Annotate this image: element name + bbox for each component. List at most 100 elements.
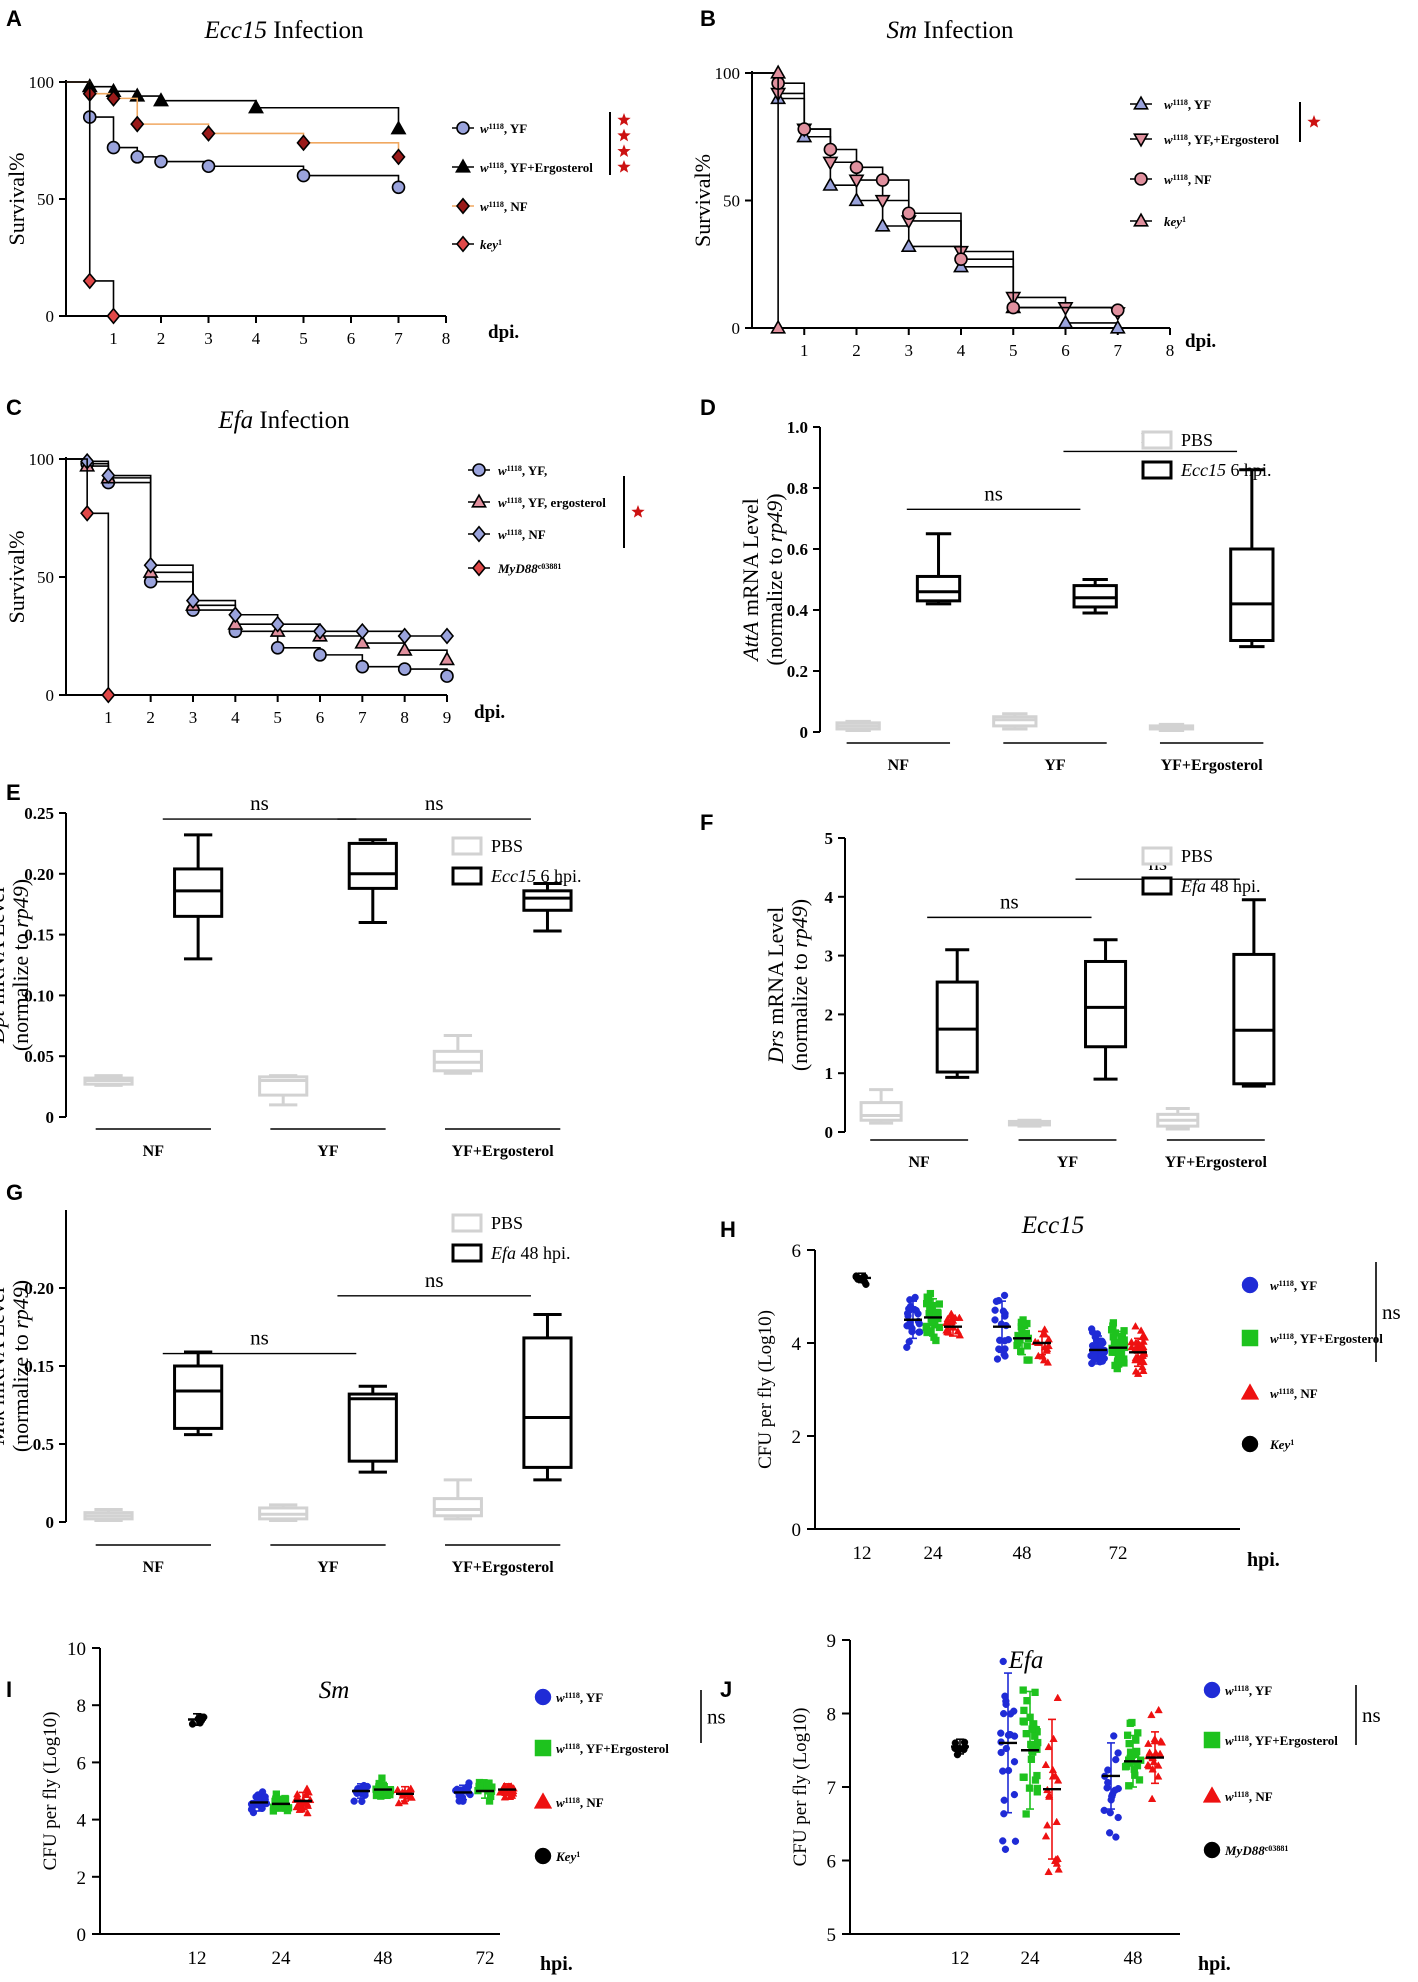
legend-marker-H: [1241, 1329, 1259, 1347]
data-point-I-6: [393, 1785, 402, 1793]
data-point-J-6: [1143, 1760, 1153, 1769]
y-axis-label-C: Survival%: [4, 531, 29, 624]
data-point-H-4: [993, 1355, 1002, 1363]
infected-box-F-box: [1232, 952, 1276, 1086]
legend-swatch-G: [451, 1243, 483, 1263]
data-point-H-4: [991, 1316, 999, 1324]
legend-marker-A: [455, 235, 471, 253]
legend-label-A: w1118, NF: [480, 199, 528, 214]
data-point-H-6: [1039, 1355, 1049, 1364]
data-point-H-4: [1004, 1336, 1013, 1344]
data-point-B-2: [849, 160, 864, 175]
data-point-C-2: [439, 627, 455, 645]
y-tick-label-D: 0.6: [787, 540, 808, 559]
data-point-J-6: [1157, 1738, 1167, 1746]
legend-label-B: w1118, NF: [1164, 172, 1212, 187]
ns-label-E: ns: [250, 791, 269, 815]
data-point-H-3: [943, 1314, 952, 1323]
ns-label-E: ns: [425, 791, 444, 815]
legend-label-H-part: , YF+Ergosterol: [1294, 1331, 1383, 1346]
y-axis-label-G-part: mRNA Level: [0, 1287, 9, 1410]
y-tick-label-C: 50: [37, 568, 54, 587]
data-point-J-1: [999, 1837, 1007, 1845]
chart-title-A-part: Infection: [267, 17, 364, 44]
y-axis-sublabel-G-part: ): [8, 1280, 33, 1287]
data-point-I-1: [261, 1793, 269, 1801]
data-point-A-2: [296, 134, 311, 152]
data-point-B-2: [954, 252, 968, 266]
y-tick-label-H: 6: [792, 1241, 802, 1262]
pbs-box-D-box: [992, 715, 1038, 728]
data-point-H-7: [1090, 1353, 1098, 1361]
x-tick-label-C: 5: [273, 708, 282, 727]
data-point-J-3: [1053, 1776, 1063, 1784]
data-point-J-3: [1044, 1867, 1053, 1876]
series-line-C-3: [66, 458, 110, 695]
significance-star-A: [617, 160, 631, 173]
panel-letter-A: A: [6, 6, 22, 31]
infected-box-E-box: [522, 889, 573, 912]
y-tick-label-J: 9: [827, 1631, 837, 1652]
legend-label-B: w1118, YF: [1164, 97, 1211, 112]
data-point-H-3: [947, 1309, 956, 1317]
x-tick-label-J: 12: [951, 1948, 970, 1969]
y-tick-label-G: 0.15: [24, 1357, 54, 1376]
legend-label-C-part: , YF, ergosterol: [522, 495, 606, 510]
data-point-J-3: [1041, 1831, 1051, 1840]
y-axis-sublabel-D: (normalize to rp49): [762, 493, 787, 665]
legend-label-E: PBS: [491, 836, 523, 856]
category-label-F: NF: [909, 1154, 931, 1171]
x-tick-label-C: 2: [146, 708, 155, 727]
legend-label-B-part: 1118: [1173, 98, 1188, 107]
data-point-J-3: [1052, 1817, 1061, 1826]
legend-label-I-part: 1118: [565, 1742, 580, 1751]
legend-label-H-part: 1118: [1279, 1332, 1294, 1341]
chart-title-A: Ecc15 Infection: [204, 17, 364, 44]
chart-title-B: Sm Infection: [886, 17, 1014, 44]
data-point-I-3: [292, 1802, 301, 1811]
legend-label-D-part: PBS: [1181, 430, 1213, 450]
legend-label-H-part: w: [1270, 1331, 1279, 1346]
data-point-J-4: [1112, 1755, 1120, 1764]
y-tick-label-D: 0: [800, 723, 809, 742]
data-point-J-1: [1000, 1810, 1008, 1818]
y-axis-label-I: CFU per fly (Log10): [40, 1712, 61, 1871]
legend-label-A-part: , YF+Ergosterol: [504, 160, 593, 175]
legend-label-E-part: PBS: [491, 836, 523, 856]
data-point-H-1: [912, 1306, 920, 1315]
data-point-C-2: [270, 615, 285, 633]
legend-label-F: PBS: [1181, 846, 1213, 866]
y-tick-label-C: 100: [29, 450, 55, 469]
data-point-B-2: [797, 122, 812, 136]
data-point-J-3: [1041, 1760, 1051, 1769]
x-tick-label-A: 8: [442, 329, 451, 348]
legend-label-J: w1118, NF: [1225, 1789, 1273, 1804]
data-point-J-6: [1154, 1772, 1163, 1780]
legend-label-B-part: 1118: [1173, 173, 1188, 182]
data-point-A-1: [153, 92, 169, 107]
category-label-E: NF: [143, 1143, 165, 1160]
data-point-J-1: [1000, 1796, 1008, 1804]
panel-letter-I: I: [6, 1677, 12, 1702]
data-point-I-3: [303, 1808, 312, 1817]
legend-label-A-part: , NF: [504, 199, 528, 214]
data-point-J-2: [1022, 1810, 1030, 1818]
legend-label-G: Efa 48 hpi.: [490, 1243, 571, 1263]
y-tick-label-G: 0: [46, 1513, 55, 1532]
category-label-F: YF: [1057, 1154, 1079, 1171]
data-point-C-0: [270, 640, 285, 655]
legend-label-E: Ecc15 6 hpi.: [490, 866, 582, 886]
y-tick-label-F: 4: [825, 888, 834, 907]
legend-label-C-part: , NF: [522, 527, 546, 542]
data-point-J-4: [1106, 1809, 1114, 1817]
legend-label-B-part: key: [1164, 214, 1182, 229]
legend-marker-B: [1133, 212, 1149, 227]
chart-title-A-part: Ecc15: [204, 17, 267, 44]
y-axis-sublabel-E-part: ): [8, 879, 33, 886]
series-line-B-3: [752, 72, 779, 328]
data-point-J-3: [1048, 1772, 1058, 1780]
legend-label-J-part: , NF: [1249, 1789, 1273, 1804]
data-point-J-1: [1010, 1758, 1019, 1766]
ns-label-F: ns: [1000, 889, 1019, 913]
y-tick-label-D: 0.4: [787, 601, 809, 620]
